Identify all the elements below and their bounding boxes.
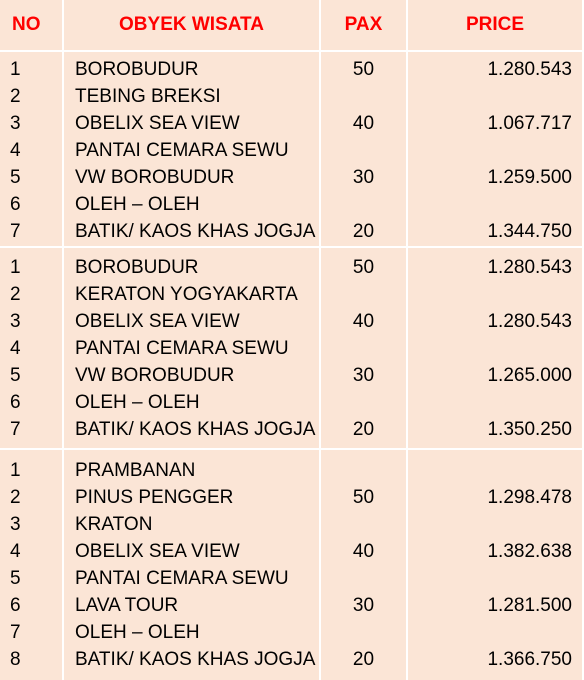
pax-value: 30: [352, 595, 375, 616]
tourist-object: OLEH – OLEH: [75, 392, 200, 413]
header-pax: PAX: [321, 0, 406, 50]
price-value: 1.280.543: [487, 59, 572, 80]
package-group-2: 1 2 3 4 5 6 7 BOROBUDUR KERATON YOGYAKAR…: [0, 248, 584, 448]
row-number: 1: [10, 460, 21, 481]
pax-value: 30: [352, 167, 375, 188]
tourist-object: OBELIX SEA VIEW: [75, 311, 240, 332]
row-number: 4: [10, 541, 21, 562]
row-number: 6: [10, 194, 21, 215]
tourist-object: LAVA TOUR: [75, 595, 179, 616]
row-number: 1: [10, 257, 21, 278]
row-number: 4: [10, 140, 21, 161]
tourist-object: BATIK/ KAOS KHAS JOGJA: [75, 221, 316, 242]
tourist-object: KERATON YOGYAKARTA: [75, 284, 298, 305]
row-number: 1: [10, 59, 21, 80]
tourist-object: OLEH – OLEH: [75, 194, 200, 215]
group-price-column: 1.298.478 1.382.638 1.281.500 1.366.750: [408, 450, 582, 680]
price-value: 1.281.500: [487, 595, 572, 616]
row-number: 3: [10, 113, 21, 134]
group-price-column: 1.280.543 1.280.543 1.265.000 1.350.250: [408, 248, 582, 448]
tourist-object: BOROBUDUR: [75, 59, 199, 80]
pax-value: 40: [352, 113, 375, 134]
group-price-column: 1.280.543 1.067.717 1.259.500 1.344.750: [408, 52, 582, 246]
header-obyek-wisata: OBYEK WISATA: [64, 0, 319, 50]
row-number: 3: [10, 514, 21, 535]
tourist-object: PRAMBANAN: [75, 460, 196, 481]
tourist-object: TEBING BREKSI: [75, 86, 221, 107]
tourist-object: VW BOROBUDUR: [75, 365, 235, 386]
tourist-object: BOROBUDUR: [75, 257, 199, 278]
header-price: PRICE: [408, 0, 582, 50]
group-no-column: 1 2 3 4 5 6 7: [0, 52, 62, 246]
row-number: 7: [10, 622, 21, 643]
group-pax-column: 50 40 30 20: [321, 450, 406, 680]
tourist-object: BATIK/ KAOS KHAS JOGJA: [75, 419, 316, 440]
price-value: 1.280.543: [487, 311, 572, 332]
row-number: 2: [10, 284, 21, 305]
row-number: 6: [10, 392, 21, 413]
pax-value: 40: [352, 541, 375, 562]
row-number: 2: [10, 487, 21, 508]
group-pax-column: 50 40 30 20: [321, 52, 406, 246]
group-no-column: 1 2 3 4 5 6 7 8: [0, 450, 62, 680]
row-number: 7: [10, 221, 21, 242]
pax-value: 50: [352, 59, 375, 80]
group-obyek-column: BOROBUDUR KERATON YOGYAKARTA OBELIX SEA …: [64, 248, 319, 448]
pax-value: 40: [352, 311, 375, 332]
row-number: 2: [10, 86, 21, 107]
tourist-object: VW BOROBUDUR: [75, 167, 235, 188]
group-obyek-column: PRAMBANAN PINUS PENGGER KRATON OBELIX SE…: [64, 450, 319, 680]
tourist-object: OBELIX SEA VIEW: [75, 541, 240, 562]
tourist-object: PANTAI CEMARA SEWU: [75, 338, 289, 359]
table-header: NO OBYEK WISATA PAX PRICE: [0, 0, 584, 50]
row-number: 7: [10, 419, 21, 440]
package-group-3: 1 2 3 4 5 6 7 8 PRAMBANAN PINUS PENGGER …: [0, 450, 584, 680]
price-value: 1.344.750: [487, 221, 572, 242]
tourist-object: KRATON: [75, 514, 153, 535]
price-value: 1.265.000: [487, 365, 572, 386]
row-number: 5: [10, 568, 21, 589]
price-value: 1.382.638: [487, 541, 572, 562]
row-number: 5: [10, 167, 21, 188]
header-no: NO: [0, 0, 62, 50]
pax-value: 20: [352, 419, 375, 440]
tourist-object: BATIK/ KAOS KHAS JOGJA: [75, 649, 316, 670]
row-number: 5: [10, 365, 21, 386]
pax-value: 20: [352, 649, 375, 670]
package-group-1: 1 2 3 4 5 6 7 BOROBUDUR TEBING BREKSI OB…: [0, 52, 584, 246]
pax-value: 50: [352, 487, 375, 508]
pax-value: 30: [352, 365, 375, 386]
tourist-object: PINUS PENGGER: [75, 487, 234, 508]
row-number: 8: [10, 649, 21, 670]
price-value: 1.350.250: [487, 419, 572, 440]
group-pax-column: 50 40 30 20: [321, 248, 406, 448]
row-number: 6: [10, 595, 21, 616]
tourist-object: PANTAI CEMARA SEWU: [75, 140, 289, 161]
price-value: 1.298.478: [487, 487, 572, 508]
price-value: 1.366.750: [487, 649, 572, 670]
tourist-object: OLEH – OLEH: [75, 622, 200, 643]
pax-value: 20: [352, 221, 375, 242]
price-value: 1.259.500: [487, 167, 572, 188]
group-obyek-column: BOROBUDUR TEBING BREKSI OBELIX SEA VIEW …: [64, 52, 319, 246]
tourist-object: PANTAI CEMARA SEWU: [75, 568, 289, 589]
row-number: 3: [10, 311, 21, 332]
price-value: 1.280.543: [487, 257, 572, 278]
pax-value: 50: [352, 257, 375, 278]
row-number: 4: [10, 338, 21, 359]
tourist-object: OBELIX SEA VIEW: [75, 113, 240, 134]
price-value: 1.067.717: [487, 113, 572, 134]
group-no-column: 1 2 3 4 5 6 7: [0, 248, 62, 448]
